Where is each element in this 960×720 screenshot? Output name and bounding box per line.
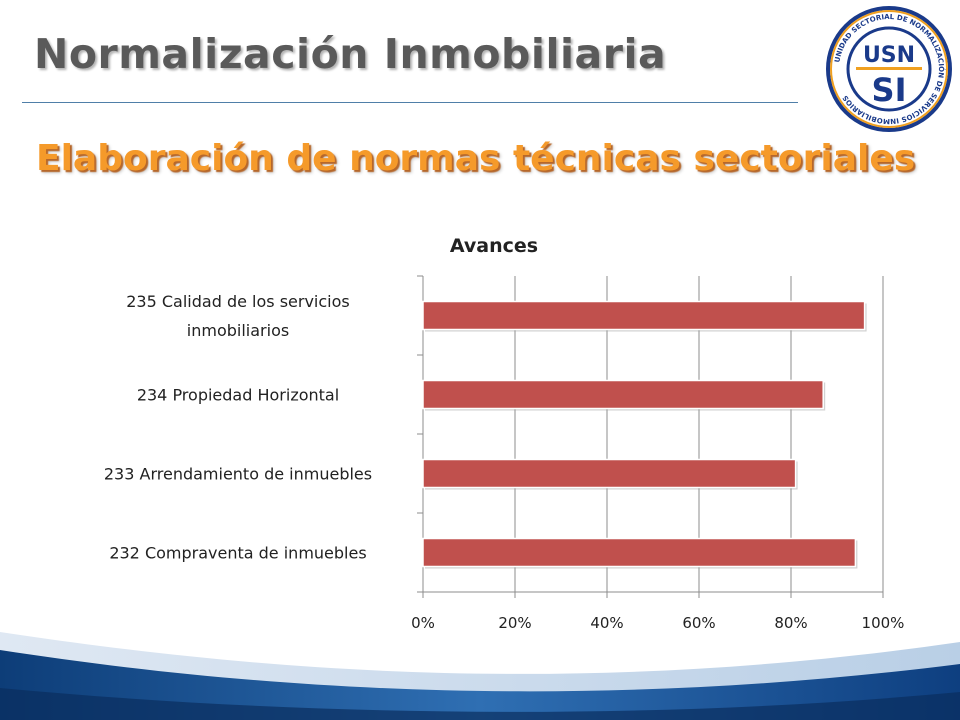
chart-labels: 0% 20% 40% 60% 80% 100% 235 Calidad de los ser… — [104, 292, 905, 632]
logo-top-text: USN — [863, 43, 915, 68]
chart-title: Avances — [450, 235, 538, 257]
x-tick-label: 100% — [862, 614, 905, 632]
bar — [422, 458, 797, 489]
x-tick-label: 20% — [498, 614, 531, 632]
category-label: 234 Propiedad Horizontal — [137, 386, 339, 405]
x-tick-label: 60% — [682, 614, 715, 632]
title-divider — [22, 102, 798, 103]
category-label: 235 Calidad de los servicios inmobiliario… — [126, 292, 349, 340]
x-tick-label: 40% — [590, 614, 623, 632]
x-tick-label: 0% — [411, 614, 435, 632]
category-label: 232 Compraventa de inmuebles — [109, 544, 366, 563]
bar — [422, 537, 857, 568]
logo-bottom-text: SI — [872, 71, 907, 109]
bar — [422, 300, 866, 331]
slide-subtitle: Elaboración de normas técnicas sectorial… — [36, 138, 916, 179]
chart-bars — [422, 300, 867, 569]
slide-title: Normalización Inmobiliaria — [34, 30, 667, 78]
usnsi-logo: UNIDAD SECTORIAL DE NORMALIZACIÓN DE SER… — [826, 6, 952, 132]
bar — [422, 379, 824, 410]
category-label: 233 Arrendamiento de inmuebles — [104, 465, 372, 484]
x-tick-label: 80% — [774, 614, 807, 632]
